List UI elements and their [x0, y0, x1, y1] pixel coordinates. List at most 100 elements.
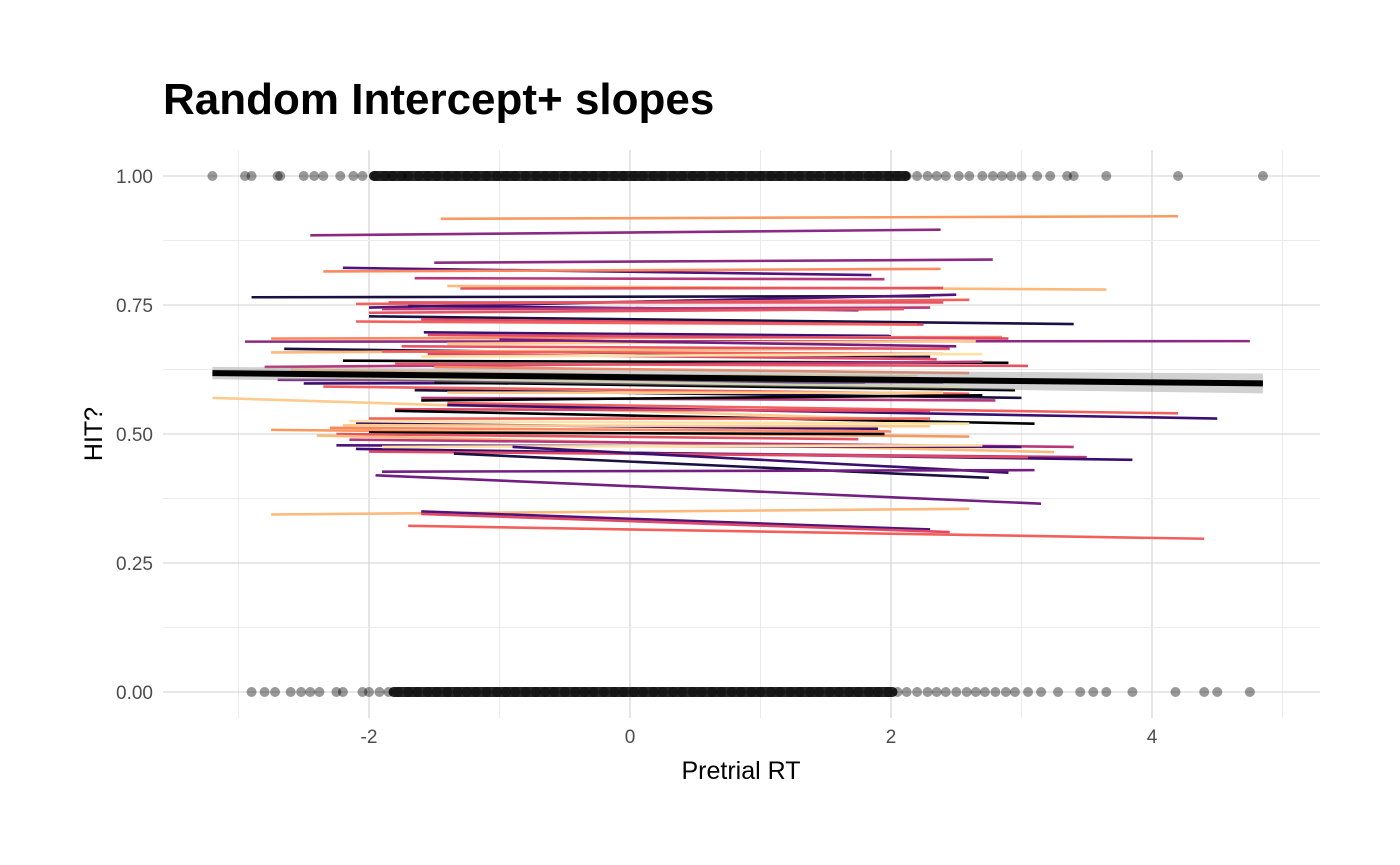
data-point — [961, 687, 972, 697]
subject-line — [349, 419, 970, 425]
data-point — [990, 687, 1001, 697]
data-point — [285, 687, 296, 697]
subject-line — [368, 315, 1074, 326]
data-point — [912, 171, 923, 181]
subject-line — [421, 394, 983, 402]
data-point — [374, 687, 385, 697]
subject-line — [310, 228, 941, 237]
data-point-band-miss — [388, 687, 898, 697]
data-point — [335, 171, 346, 181]
subject-line — [421, 352, 983, 358]
data-point — [1053, 687, 1064, 697]
data-point — [977, 171, 988, 181]
subject-line — [329, 426, 892, 433]
data-point — [1101, 687, 1112, 697]
x-axis-ticks: -2 0 2 4 — [361, 727, 1158, 748]
subject-line — [382, 468, 1035, 473]
data-point — [953, 171, 964, 181]
subject-line — [421, 512, 950, 534]
data-point — [296, 687, 307, 697]
data-point — [275, 171, 286, 181]
data-point — [1173, 171, 1184, 181]
data-point — [318, 171, 329, 181]
subject-line — [395, 362, 1029, 368]
data-point — [364, 687, 374, 697]
data-point — [309, 171, 320, 181]
subject-line — [414, 276, 885, 281]
data-point — [1023, 687, 1034, 697]
subject-line — [434, 381, 1015, 392]
fixed-effect — [212, 366, 1263, 394]
subject-line — [336, 375, 963, 389]
y-tick-label: 0.50 — [116, 425, 153, 446]
data-point — [331, 687, 342, 697]
x-tick-label: -2 — [361, 727, 378, 748]
data-point — [1009, 687, 1020, 697]
fixed-effect-line — [212, 370, 1263, 387]
data-point — [931, 687, 942, 697]
data-point — [901, 687, 912, 697]
subject-line — [382, 306, 931, 311]
data-point — [987, 171, 998, 181]
data-point — [922, 687, 933, 697]
data-point — [1032, 171, 1043, 181]
data-point — [1257, 171, 1268, 181]
subject-line — [401, 344, 950, 351]
subject-line — [271, 507, 970, 516]
subject-line — [375, 473, 1042, 505]
data-point — [246, 687, 257, 697]
points — [207, 171, 1268, 697]
subject-line — [368, 307, 905, 315]
data-point — [298, 171, 309, 181]
data-point — [1036, 687, 1047, 697]
data-point — [1170, 687, 1181, 697]
data-point — [979, 687, 990, 697]
data-point — [1244, 687, 1255, 697]
subject-line — [423, 331, 892, 338]
x-tick-label: 0 — [625, 727, 636, 748]
data-point — [314, 687, 325, 697]
subject-line — [427, 333, 1009, 340]
y-axis-ticks: 0.00 0.25 0.50 0.75 1.00 — [116, 167, 153, 704]
subject-line — [336, 432, 859, 441]
data-point — [270, 687, 281, 697]
x-axis-title: Pretrial RT — [681, 757, 800, 785]
data-point — [922, 171, 933, 181]
subject-line — [453, 452, 989, 480]
data-point — [951, 687, 962, 697]
data-point — [1045, 171, 1056, 181]
subject-line — [460, 286, 944, 290]
subject-line — [421, 510, 931, 531]
subject-line — [440, 214, 1179, 221]
x-tick-label: 4 — [1147, 727, 1158, 748]
data-point-band-hit — [369, 171, 911, 181]
data-point — [1101, 171, 1112, 181]
subject-line — [368, 431, 885, 436]
data-point — [259, 687, 270, 697]
subject-line — [434, 365, 970, 375]
data-point — [940, 687, 951, 697]
data-point — [931, 171, 942, 181]
data-point — [996, 171, 1007, 181]
data-point — [272, 171, 283, 181]
data-point — [207, 171, 218, 181]
data-point — [357, 687, 368, 697]
data-point — [1127, 687, 1138, 697]
data-point — [940, 171, 951, 181]
subject-line — [434, 258, 993, 264]
subject-line — [447, 403, 1218, 420]
data-point — [1062, 171, 1073, 181]
data-point — [1075, 687, 1086, 697]
data-point — [964, 171, 975, 181]
data-point — [348, 171, 359, 181]
subject-line — [499, 338, 957, 348]
y-tick-label: 1.00 — [116, 167, 153, 188]
y-tick-label: 0.25 — [116, 554, 153, 575]
data-point — [1212, 687, 1223, 697]
subject-line — [323, 267, 941, 273]
y-axis-title: HIT? — [80, 407, 108, 461]
data-point — [357, 171, 368, 181]
subject-lines — [212, 214, 1250, 541]
y-tick-label: 0.00 — [116, 683, 153, 704]
